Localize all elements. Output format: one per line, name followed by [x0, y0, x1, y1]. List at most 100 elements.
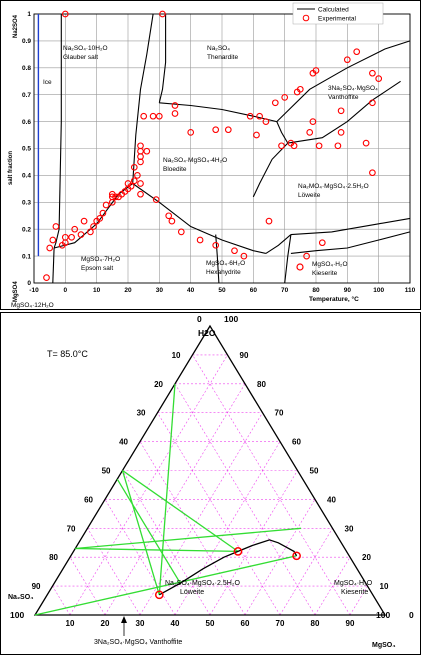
experimental-point [134, 172, 141, 179]
y-tick-label: 0.5 [22, 146, 31, 153]
x-tick-label: 10 [93, 287, 101, 294]
right-tick: 50 [310, 467, 319, 476]
glauber-name: Glauber salt [63, 54, 98, 61]
x-tick-label: 20 [124, 287, 132, 294]
top-grid [33, 13, 411, 284]
experimental-point [312, 67, 320, 74]
experimental-point [262, 118, 270, 125]
hexahydrite-formula: MgSO₄·6H₂O [206, 260, 245, 267]
experimental-point [61, 233, 69, 241]
experimental-point [177, 228, 185, 236]
thenardite-formula: Na₂SO₄ [207, 45, 230, 52]
y-tick-label: 0.9 [22, 38, 31, 45]
temperature-label: T= 85.0°C [47, 349, 88, 359]
x-tick-label: 70 [281, 287, 289, 294]
bloedite-name: Bloedite [163, 166, 187, 173]
experimental-point [369, 69, 376, 77]
bottom-panel-frame [0, 312, 421, 655]
experimental-point [68, 233, 75, 241]
left-corner-100: 100 [10, 610, 24, 620]
grid-mgso4 [69, 354, 228, 616]
experimental-point [52, 223, 60, 230]
grid-na2so4 [69, 557, 106, 616]
right-tick: 30 [345, 524, 354, 533]
line-thenardite-bloedite [159, 102, 277, 123]
loweite-formula-t: Na₂SO₄·MgSO₄·2.5H₂O [165, 580, 240, 587]
experimental-point [362, 139, 370, 147]
line-vanthoffite-loweite [287, 80, 401, 144]
experimental-point [369, 169, 376, 177]
experimental-point [137, 190, 144, 198]
ternary-grid [33, 324, 387, 616]
left-tick: 80 [49, 553, 58, 562]
right-tick: 40 [327, 495, 336, 504]
line-loweite-hexa [284, 234, 292, 284]
ternary-point [292, 551, 301, 561]
loweite-name: Löweite [298, 192, 321, 199]
y-label-bottom: MgSO4 [13, 281, 19, 302]
experimental-point [159, 10, 166, 18]
experimental-point [87, 228, 94, 236]
experimental-point [130, 177, 138, 185]
line-glauber-ice [53, 14, 62, 249]
ternary-point [233, 547, 243, 556]
vanthoffite-name: Vanthoffite [328, 94, 359, 101]
y-tick-label: 0.7 [22, 92, 31, 99]
experimental-point [303, 252, 310, 260]
loweite-formula: Na₂MO₄·MgSO₄·2.5H₂O [298, 183, 369, 190]
experimental-point [212, 126, 220, 134]
experimental-point [140, 112, 148, 120]
left-tick: 90 [32, 582, 41, 591]
bottom-tick: 30 [136, 619, 145, 628]
y-label-top: Na2SO4 [13, 14, 19, 38]
experimental-point [343, 56, 351, 64]
top-vertex-0: 0 [197, 314, 202, 324]
experimental-point [99, 209, 107, 217]
x-tick-label: 100 [373, 287, 384, 294]
x-tick-label: 40 [187, 287, 195, 294]
vanthoffite-formula: 3Na₂SO₄·MgSO₄ [328, 85, 378, 92]
experimental-point [165, 212, 173, 220]
tie-line [116, 478, 181, 584]
ternary-tick-labels: 10 90 10 20 80 20 30 70 30 40 60 40 50 50 50 60 40 60 70 30… [32, 351, 389, 628]
experimental-point [143, 147, 151, 155]
bottom-tick: 50 [206, 619, 215, 628]
solubility-curve-path [158, 539, 298, 596]
experimental-point [278, 142, 285, 150]
experimental-point [246, 112, 254, 120]
phase-diagram-chart: -10 0 10 20 30 40 50 60 70 80 90 100 11000.10.20.30.… [0, 0, 421, 310]
y-label-mid: salt fraction [8, 151, 14, 185]
y-tick-label: 0.6 [22, 119, 31, 126]
ternary-diagram: 10 90 10 20 80 20 30 70 30 40 60 40 50 50 50 60 40 60 70 30… [0, 312, 421, 655]
experimental-point [187, 129, 195, 136]
experimental-point [296, 85, 304, 93]
y-tick-label: 0.2 [22, 226, 31, 233]
kieserite-marker [296, 263, 304, 271]
x-axis-label: Temperature, °C [309, 295, 359, 303]
right-tick: 70 [275, 409, 284, 418]
y-tick-label: 0.3 [22, 200, 31, 207]
grid-na2so4 [122, 470, 211, 616]
left-tick: 40 [119, 438, 128, 447]
grid-na2so4 [52, 585, 71, 616]
experimental-point [61, 10, 69, 18]
experimental-point [108, 193, 116, 201]
line-epsom-hexa [215, 234, 220, 284]
tick-labels: -10 0 10 20 30 40 50 60 70 80 90 100 11000.10.20.30.… [22, 11, 416, 294]
experimental-point [71, 225, 79, 233]
thenardite-name: Thenardite [207, 54, 238, 61]
experimental-point [375, 75, 383, 82]
legend: Calculated Experimental [292, 2, 384, 25]
h2o-vertex-label: H2O [198, 328, 216, 338]
line-ice-epsom [52, 247, 55, 284]
legend-box [292, 2, 384, 25]
kieserite-name: Kieserite [312, 270, 338, 277]
experimental-point [46, 244, 54, 252]
right-tick: 90 [240, 351, 249, 360]
experimental-point [309, 118, 317, 125]
line-hexa-kieserite [290, 231, 411, 254]
experimental-point [171, 110, 179, 117]
line-bloedite-hexa [265, 234, 292, 254]
y-tick-label: 0 [27, 280, 31, 287]
tie-line [122, 469, 239, 552]
